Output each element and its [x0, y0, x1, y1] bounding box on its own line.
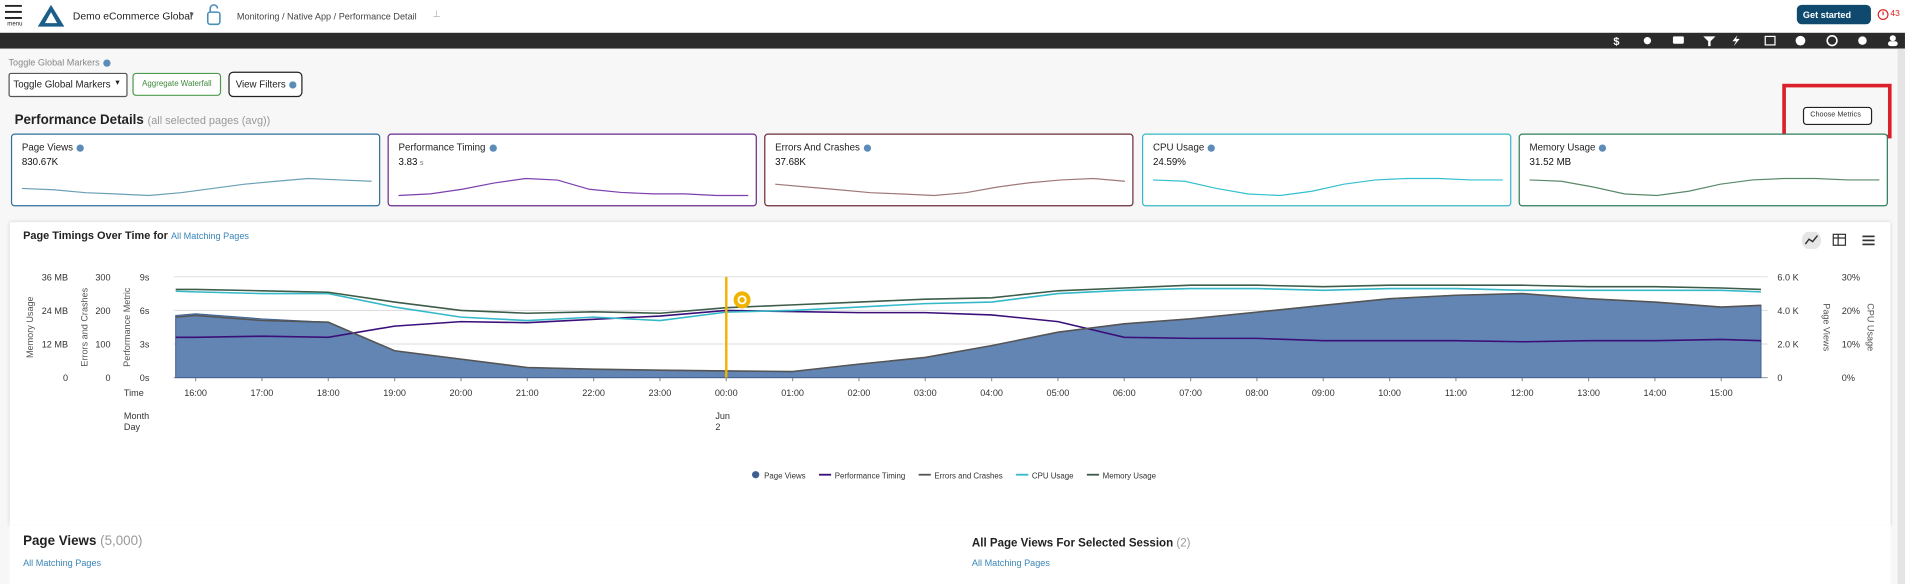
metric-value-text: 3.83: [398, 156, 418, 168]
aggregate-button[interactable]: [132, 72, 222, 96]
breadcrumb: Monitoring / Native App / Performance De…: [236, 10, 417, 22]
metric-title-text: Page Views: [21, 142, 74, 153]
metric-title-text: Performance Timing: [398, 142, 486, 153]
metric-title: Memory Usage: [1530, 142, 1607, 153]
list-count: (5,000): [100, 534, 143, 549]
list-title-text: All Page Views For Selected Session: [971, 536, 1174, 550]
metric-value-text: 830.67K: [21, 156, 59, 168]
get-started-label[interactable]: Get started: [1802, 9, 1852, 21]
metric-card[interactable]: CPU Usage 24.59%: [1142, 133, 1512, 207]
choose-metrics-button[interactable]: [1802, 106, 1873, 126]
choose-metrics-label[interactable]: Choose Metrics: [1810, 111, 1861, 119]
list-link[interactable]: All Matching Pages: [23, 557, 102, 569]
info-icon: [489, 144, 497, 152]
info-icon: [1599, 144, 1607, 152]
chart-view-icons[interactable]: [1800, 231, 1880, 249]
sparkline-line: [1152, 177, 1503, 197]
filters-label-text[interactable]: View Filters: [235, 78, 286, 90]
list-count: (2): [1176, 536, 1191, 550]
metric-value: 24.59%: [1153, 157, 1186, 168]
logo[interactable]: [37, 4, 65, 27]
section-title-text: Performance Details: [14, 112, 144, 128]
sparkline-line: [775, 177, 1125, 197]
markers-label: Toggle Global Markers: [9, 57, 111, 68]
info-icon: [103, 59, 111, 67]
chart-title-text: Page Timings Over Time for: [23, 229, 168, 242]
top-bar: [0, 0, 1905, 33]
select-caret: ▾: [115, 78, 120, 88]
metric-value: 830.67K: [22, 157, 58, 168]
get-started-button[interactable]: [1796, 4, 1871, 25]
menu-label: menu: [7, 20, 23, 28]
org-name[interactable]: Demo eCommerce Global: [72, 9, 193, 22]
metric-value: 37.68K: [775, 157, 806, 168]
sparkline: [775, 177, 1125, 197]
metric-value-text: 31.52 MB: [1529, 156, 1572, 168]
metric-value: 31.52 MB: [1530, 157, 1572, 168]
metric-card[interactable]: Page Views 830.67K: [10, 133, 381, 207]
lists-panel: [9, 525, 1891, 584]
markers-select-text[interactable]: Toggle Global Markers: [13, 78, 111, 90]
scrollbar[interactable]: [1897, 48, 1905, 584]
info-icon: [76, 144, 84, 152]
aggregate-label[interactable]: Aggregate Waterfall: [142, 80, 212, 89]
metric-value-text: 37.68K: [775, 156, 806, 168]
info-icon: [1207, 144, 1216, 152]
sparkline-line: [398, 177, 749, 197]
metric-title-text: CPU Usage: [1152, 142, 1205, 153]
metric-value-text: 24.59%: [1152, 156, 1186, 168]
metric-title: CPU Usage: [1152, 142, 1216, 153]
sparkline: [1152, 177, 1503, 197]
section-title: Performance Details (all selected pages …: [15, 113, 271, 128]
sparkline: [21, 177, 372, 197]
chart-panel: [9, 222, 1891, 526]
list-title: All Page Views For Selected Session (2): [972, 537, 1191, 550]
pin-icon[interactable]: ⊥: [432, 8, 441, 20]
metric-card[interactable]: Performance Timing 3.83 s: [387, 133, 757, 207]
sparkline-line: [21, 177, 372, 197]
metric-card[interactable]: Errors And Crashes 37.68K: [764, 133, 1134, 207]
sparkline: [1529, 177, 1880, 197]
sparkline: [398, 177, 749, 197]
sparkline-line: [1529, 177, 1880, 197]
chart-link[interactable]: All Matching Pages: [170, 230, 249, 242]
list-title: Page Views (5,000): [23, 534, 142, 549]
info-icon: [863, 144, 871, 152]
list-title-text: Page Views: [23, 534, 97, 549]
metric-title-text: Memory Usage: [1529, 142, 1596, 153]
caret: ▾: [189, 10, 194, 20]
info-icon: [289, 81, 297, 89]
metric-card[interactable]: Memory Usage 31.52 MB: [1518, 133, 1888, 207]
svg-text:$: $: [1613, 36, 1619, 47]
metric-title: Performance Timing: [398, 142, 497, 153]
metric-value: 3.83 s: [398, 157, 423, 168]
filters-label[interactable]: View Filters: [236, 79, 297, 90]
menu-icon[interactable]: [4, 4, 24, 20]
metric-title-text: Errors And Crashes: [775, 142, 860, 153]
markers-select[interactable]: [8, 72, 128, 98]
alert-count[interactable]: 43: [1890, 9, 1900, 19]
metric-title: Page Views: [22, 142, 84, 153]
chart-title: Page Timings Over Time for All Matching …: [23, 229, 249, 241]
alert-icon[interactable]: [1877, 8, 1889, 21]
list-link[interactable]: All Matching Pages: [971, 557, 1050, 569]
metric-title: Errors And Crashes: [775, 142, 871, 153]
toolbar-icons[interactable]: $: [1604, 34, 1905, 47]
metric-unit: s: [419, 160, 424, 168]
markers-label-text: Toggle Global Markers: [8, 57, 100, 68]
toolbar: [0, 32, 1905, 49]
lock-icon[interactable]: [205, 2, 222, 26]
section-subtitle: (all selected pages (avg)): [147, 114, 271, 127]
